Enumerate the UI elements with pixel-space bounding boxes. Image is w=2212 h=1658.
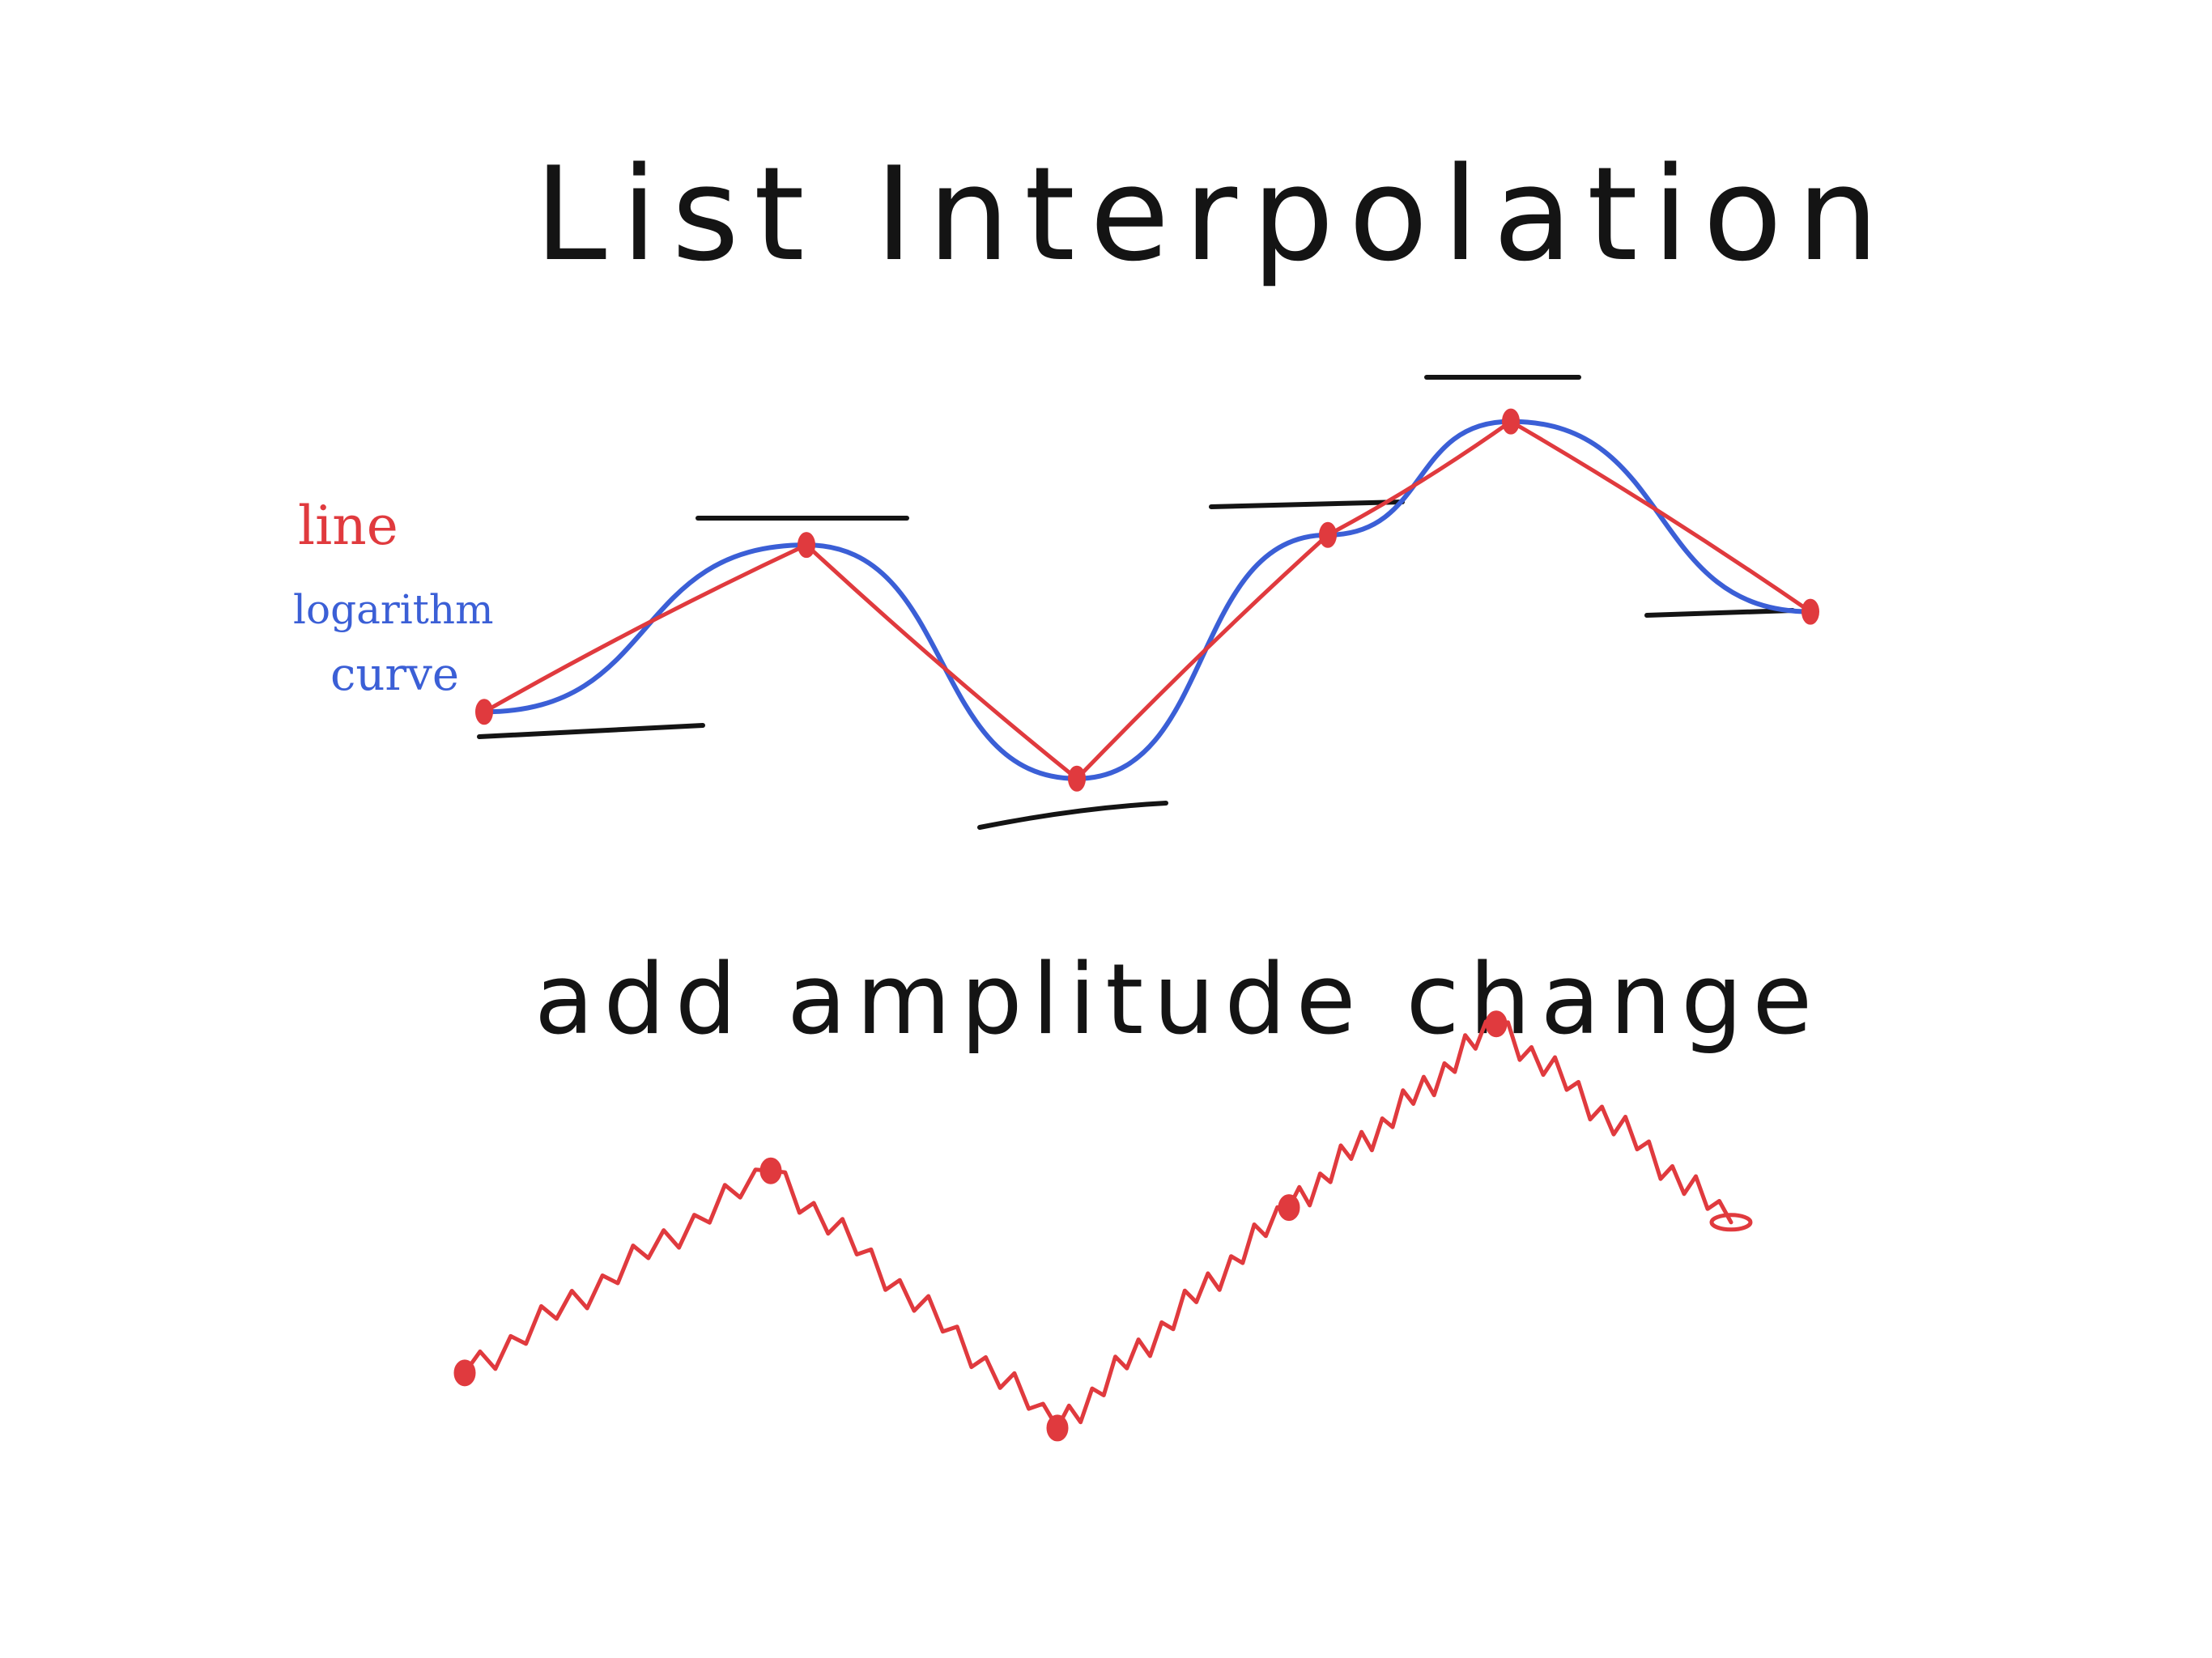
- tangent-stroke-6: [1644, 608, 1795, 618]
- legend-curve-label-1: logarithm: [293, 586, 494, 633]
- amplitude-keyframe-point-3: [1046, 1414, 1069, 1442]
- amplitude-keyframe-point-2: [759, 1157, 782, 1184]
- amplitude-change-series: [462, 1019, 1733, 1431]
- keyframe-point-1: [475, 699, 493, 725]
- line-series: [482, 419, 1813, 781]
- subtitle-text: add amplitude change: [534, 944, 1822, 1056]
- keyframe-points: [475, 408, 1819, 792]
- tangent-stroke-4: [1209, 500, 1405, 509]
- line-series-path: [482, 419, 1813, 781]
- keyframe-point-3: [1068, 765, 1086, 792]
- keyframe-point-6: [1802, 598, 1819, 625]
- logarithm-curve-path: [482, 419, 1813, 781]
- amplitude-keyframe-point-4: [1278, 1194, 1300, 1222]
- tangent-stroke-1: [477, 723, 705, 739]
- legend-line-label: line: [298, 495, 398, 557]
- amplitude-keyframe-point-6: [1709, 1213, 1753, 1232]
- tangent-strokes: [477, 375, 1795, 830]
- keyframe-point-4: [1319, 521, 1337, 548]
- keyframe-point-5: [1502, 408, 1520, 435]
- amplitude-keyframe-point-5: [1485, 1010, 1508, 1038]
- title-text: List Interpolation: [534, 138, 1894, 290]
- amplitude-keyframe-point-1: [453, 1359, 476, 1387]
- keyframe-point-2: [798, 532, 815, 559]
- amplitude-keyframe-points: [453, 1010, 1753, 1442]
- logarithm-curve-series: [482, 419, 1813, 781]
- legend-curve-label-2: curve: [330, 648, 459, 701]
- tangent-stroke-3: [977, 801, 1168, 830]
- amplitude-change-path: [462, 1019, 1733, 1431]
